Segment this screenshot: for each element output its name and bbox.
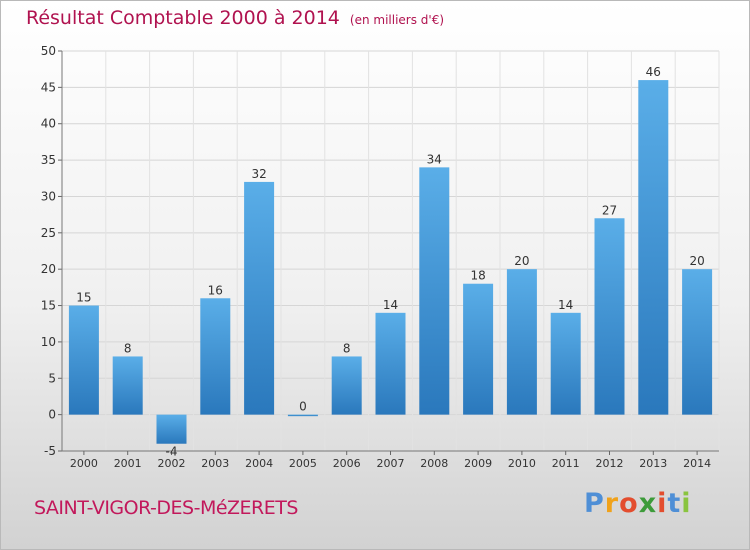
bar — [375, 312, 406, 415]
y-tick-labels: -5 0 5 10 15 20 25 30 35 40 45 50 — [41, 44, 56, 458]
data-label: 15 — [76, 291, 91, 305]
bar — [68, 305, 99, 415]
y-tick-label: 5 — [48, 371, 56, 385]
data-label: 32 — [251, 167, 266, 181]
commune-name: SAINT-VIGOR-DES-MéZERETS — [34, 497, 298, 519]
x-tick-label: 2004 — [245, 457, 273, 470]
data-label: 46 — [646, 65, 661, 79]
y-tick-label: 0 — [48, 408, 56, 422]
x-tick-label: 2007 — [377, 457, 405, 470]
y-tick-label: 15 — [41, 299, 56, 313]
logo-letter: x — [638, 488, 658, 519]
title-text: Résultat Comptable 2000 à 2014 — [26, 7, 340, 29]
bar — [200, 298, 231, 415]
data-label: 0 — [299, 400, 307, 414]
logo-letter: r — [604, 488, 620, 519]
bar — [638, 80, 669, 415]
x-tick-label: 2002 — [158, 457, 186, 470]
bar — [331, 356, 362, 415]
y-tick-label: 20 — [41, 262, 56, 276]
x-tick-label: 2014 — [683, 457, 711, 470]
x-tick-label: 2005 — [289, 457, 317, 470]
bar — [419, 167, 450, 415]
y-tick-label: 35 — [41, 153, 56, 167]
chart-title: Résultat Comptable 2000 à 2014 (en millie… — [26, 7, 444, 29]
y-tick-label: 40 — [41, 117, 56, 131]
logo-letter: o — [619, 488, 639, 519]
axes — [58, 50, 719, 455]
bar — [112, 356, 143, 415]
data-label: 20 — [689, 254, 704, 268]
logo-letter: i — [657, 488, 668, 519]
y-tick-label: -5 — [44, 444, 56, 458]
x-tick-label: 2000 — [70, 457, 98, 470]
proxiti-logo: Proxiti — [584, 488, 692, 519]
logo-letter: P — [584, 488, 605, 519]
logo-letter: t — [667, 488, 682, 519]
y-tick-label: 10 — [41, 335, 56, 349]
bar — [550, 312, 581, 415]
x-tick-label: 2010 — [508, 457, 536, 470]
data-label: 18 — [470, 269, 485, 283]
logo-letter: i — [681, 488, 692, 519]
x-tick-label: 2012 — [596, 457, 624, 470]
y-tick-label: 30 — [41, 189, 56, 203]
bar — [463, 283, 494, 415]
data-label: -4 — [166, 445, 178, 459]
bars — [68, 80, 713, 444]
x-tick-label: 2008 — [420, 457, 448, 470]
bar — [594, 218, 625, 415]
data-label: 14 — [558, 298, 573, 312]
data-label: 20 — [514, 254, 529, 268]
data-labels: 15 8 -4 16 32 0 8 14 34 18 20 14 27 46 20 — [76, 65, 704, 459]
y-tick-label: 45 — [41, 80, 56, 94]
data-label: 34 — [427, 152, 442, 166]
unit-note: (en milliers d'€) — [349, 13, 445, 27]
data-label: 14 — [383, 298, 398, 312]
bar — [156, 414, 187, 444]
data-label: 8 — [343, 341, 351, 355]
data-label: 27 — [602, 203, 617, 217]
bar — [682, 269, 713, 415]
x-tick-label: 2003 — [201, 457, 229, 470]
x-tick-label: 2006 — [333, 457, 361, 470]
bar — [244, 181, 275, 415]
y-tick-label: 25 — [41, 226, 56, 240]
x-tick-labels: 2000 2001 2002 2003 2004 2005 2006 2007 2008 2009… — [70, 457, 711, 470]
data-label: 16 — [208, 283, 223, 297]
x-tick-label: 2009 — [464, 457, 492, 470]
data-label: 8 — [124, 341, 132, 355]
x-tick-label: 2001 — [114, 457, 142, 470]
x-tick-label: 2011 — [552, 457, 580, 470]
bar — [287, 414, 318, 417]
x-tick-label: 2013 — [639, 457, 667, 470]
y-tick-label: 50 — [41, 44, 56, 58]
bar — [506, 269, 537, 415]
